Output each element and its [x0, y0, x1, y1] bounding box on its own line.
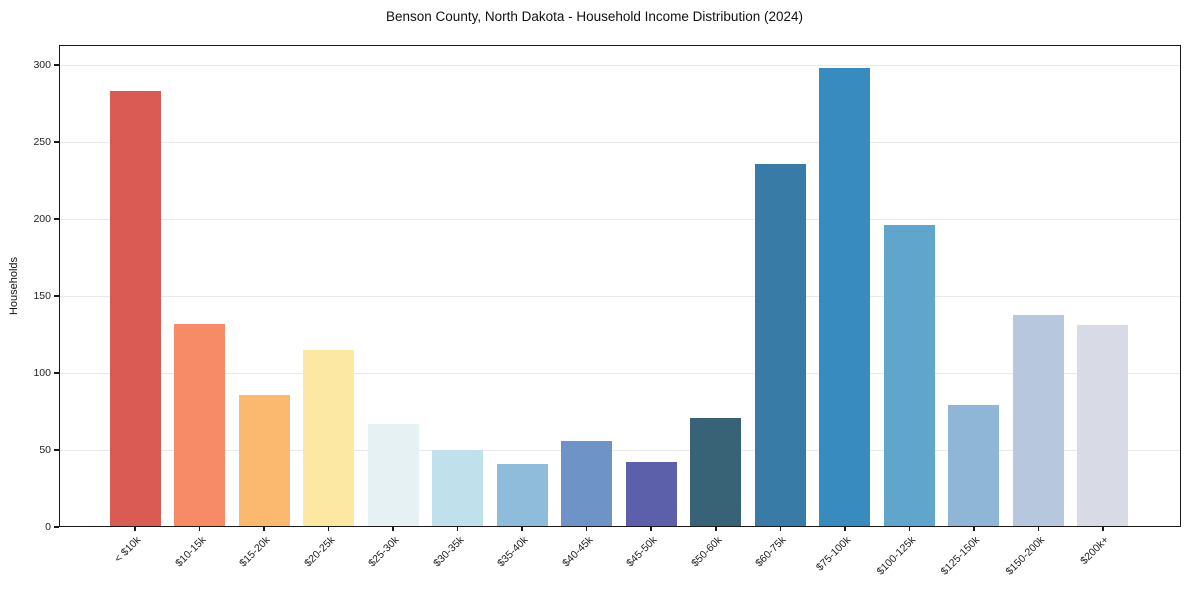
gridline	[59, 141, 1181, 143]
x-tick-mark	[973, 526, 975, 531]
bar--35-40k	[496, 463, 548, 527]
y-tick-label: 200	[33, 213, 51, 225]
bar--60-75k	[754, 163, 806, 527]
x-tick-mark	[521, 526, 523, 531]
x-tick-label: $125-150k	[938, 534, 983, 578]
x-tick-mark	[392, 526, 394, 531]
x-tick-label: $150-200k	[1003, 534, 1047, 578]
y-axis-label: Households	[8, 256, 20, 316]
y-tick-label: 300	[33, 59, 51, 72]
x-tick-label: $15-20k	[237, 534, 273, 570]
y-tick-mark	[54, 526, 59, 528]
bar--40-45k	[561, 440, 613, 527]
x-tick-mark	[715, 526, 717, 531]
x-tick-label: $40-45k	[559, 534, 596, 570]
x-tick-label: $100-125k	[874, 534, 918, 578]
bar--125-150k	[948, 405, 1000, 527]
x-tick-label: $10-15k	[172, 534, 209, 570]
x-tick-mark	[585, 526, 588, 531]
x-tick-mark	[1102, 526, 1104, 531]
bar--10k	[109, 91, 161, 527]
x-tick-label: $75-100k	[813, 534, 854, 574]
y-tick-label: 50	[39, 444, 51, 456]
x-tick-label: $30-35k	[430, 534, 467, 570]
y-tick-mark	[54, 64, 59, 66]
x-tick-mark	[327, 526, 330, 531]
gridline	[59, 64, 1181, 66]
bar--100-125k	[883, 225, 935, 527]
y-tick-mark	[54, 218, 59, 220]
y-tick-label: 0	[45, 521, 51, 533]
x-tick-mark	[779, 526, 782, 531]
y-tick-label: 150	[33, 290, 51, 302]
y-tick-mark	[54, 141, 59, 143]
bar--50-60k	[690, 417, 742, 527]
x-tick-mark	[650, 526, 652, 531]
x-tick-mark	[908, 526, 911, 531]
bar--20-25k	[303, 349, 355, 527]
y-tick-label: 100	[33, 367, 51, 379]
x-tick-mark	[198, 526, 201, 531]
x-tick-label: $20-25k	[301, 534, 338, 570]
x-tick-label: $45-50k	[624, 534, 660, 570]
bar--200k+	[1077, 325, 1129, 527]
y-tick-mark	[54, 295, 59, 297]
chart-title: Benson County, North Dakota - Household …	[386, 9, 803, 24]
plot-area	[59, 45, 1181, 527]
x-tick-label: < $10k	[112, 534, 144, 565]
x-tick-mark	[1037, 526, 1040, 531]
gridline	[59, 218, 1181, 220]
bar--45-50k	[625, 462, 677, 527]
x-tick-mark	[134, 526, 136, 531]
x-tick-mark	[456, 526, 459, 531]
bar--15-20k	[238, 394, 290, 527]
x-tick-mark	[263, 526, 265, 531]
bar--10-15k	[174, 323, 226, 527]
y-tick-label: 250	[33, 136, 51, 149]
bar--150-200k	[1012, 314, 1064, 527]
bar--30-35k	[432, 450, 484, 527]
y-tick-mark	[54, 449, 59, 451]
x-tick-mark	[844, 526, 846, 531]
bar--25-30k	[367, 423, 419, 527]
bar--75-100k	[819, 68, 871, 527]
x-tick-label: $35-40k	[495, 534, 531, 570]
gridline	[59, 295, 1181, 297]
x-tick-label: $60-75k	[753, 534, 789, 570]
x-tick-label: $50-60k	[688, 534, 725, 570]
x-tick-label: $25-30k	[366, 534, 402, 570]
y-tick-mark	[54, 372, 59, 374]
x-tick-label: $200k+	[1078, 534, 1112, 568]
